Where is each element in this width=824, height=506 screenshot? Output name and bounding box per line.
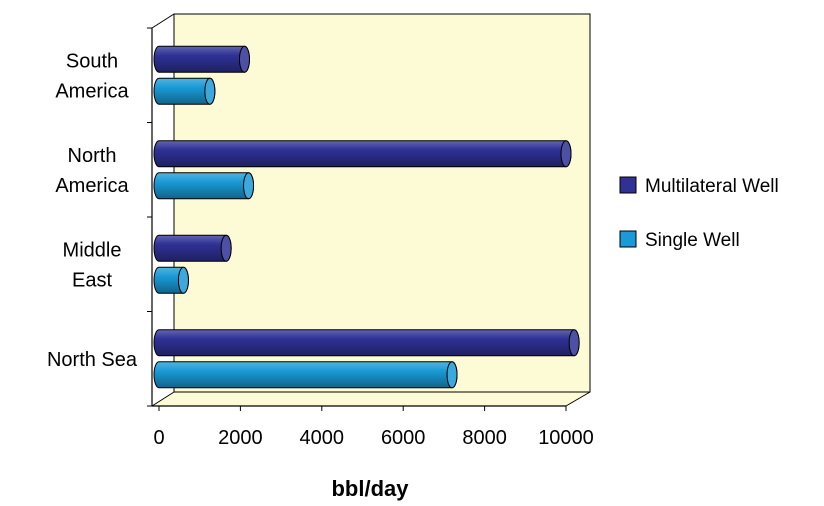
bars xyxy=(153,45,580,389)
x-tick-label: 2000 xyxy=(218,427,263,449)
x-tick-label: 4000 xyxy=(300,427,345,449)
legend-label: Single Well xyxy=(645,230,740,251)
category-label: America xyxy=(55,80,129,102)
bar-single-1 xyxy=(153,172,255,200)
category-label: East xyxy=(72,269,112,291)
legend-label: Multilateral Well xyxy=(645,176,779,197)
x-tick-label: 6000 xyxy=(381,427,426,449)
category-label: South xyxy=(66,50,118,72)
bar-single-2 xyxy=(153,266,189,294)
back-wall-outline xyxy=(173,13,591,393)
bar-single-0 xyxy=(153,77,216,105)
floor-edge-left xyxy=(151,391,175,407)
bar-single-3 xyxy=(153,361,458,389)
category-label: America xyxy=(55,175,129,197)
bar-multilateral-3 xyxy=(153,329,580,357)
category-label: North xyxy=(68,145,117,167)
plot-area xyxy=(147,13,591,407)
legend: Multilateral Well Single Well xyxy=(619,176,779,251)
x-tick-label: 8000 xyxy=(462,427,507,449)
category-label: Middle xyxy=(63,239,122,261)
legend-swatch xyxy=(619,176,637,194)
plot-background xyxy=(152,14,590,406)
x-axis-title: bbl/day xyxy=(331,476,409,501)
legend-swatch xyxy=(619,230,637,248)
y-axis-top-edge xyxy=(151,13,175,29)
axis-labels: South America North America Middle East North … xyxy=(47,50,594,449)
x-tick-label: 0 xyxy=(153,427,164,449)
bar-multilateral-2 xyxy=(153,234,232,262)
bar-multilateral-1 xyxy=(153,140,572,168)
bar-multilateral-0 xyxy=(153,45,250,73)
category-label: North Sea xyxy=(47,349,138,371)
floor-edge-right xyxy=(565,391,591,407)
x-tick-label: 10000 xyxy=(538,427,594,449)
